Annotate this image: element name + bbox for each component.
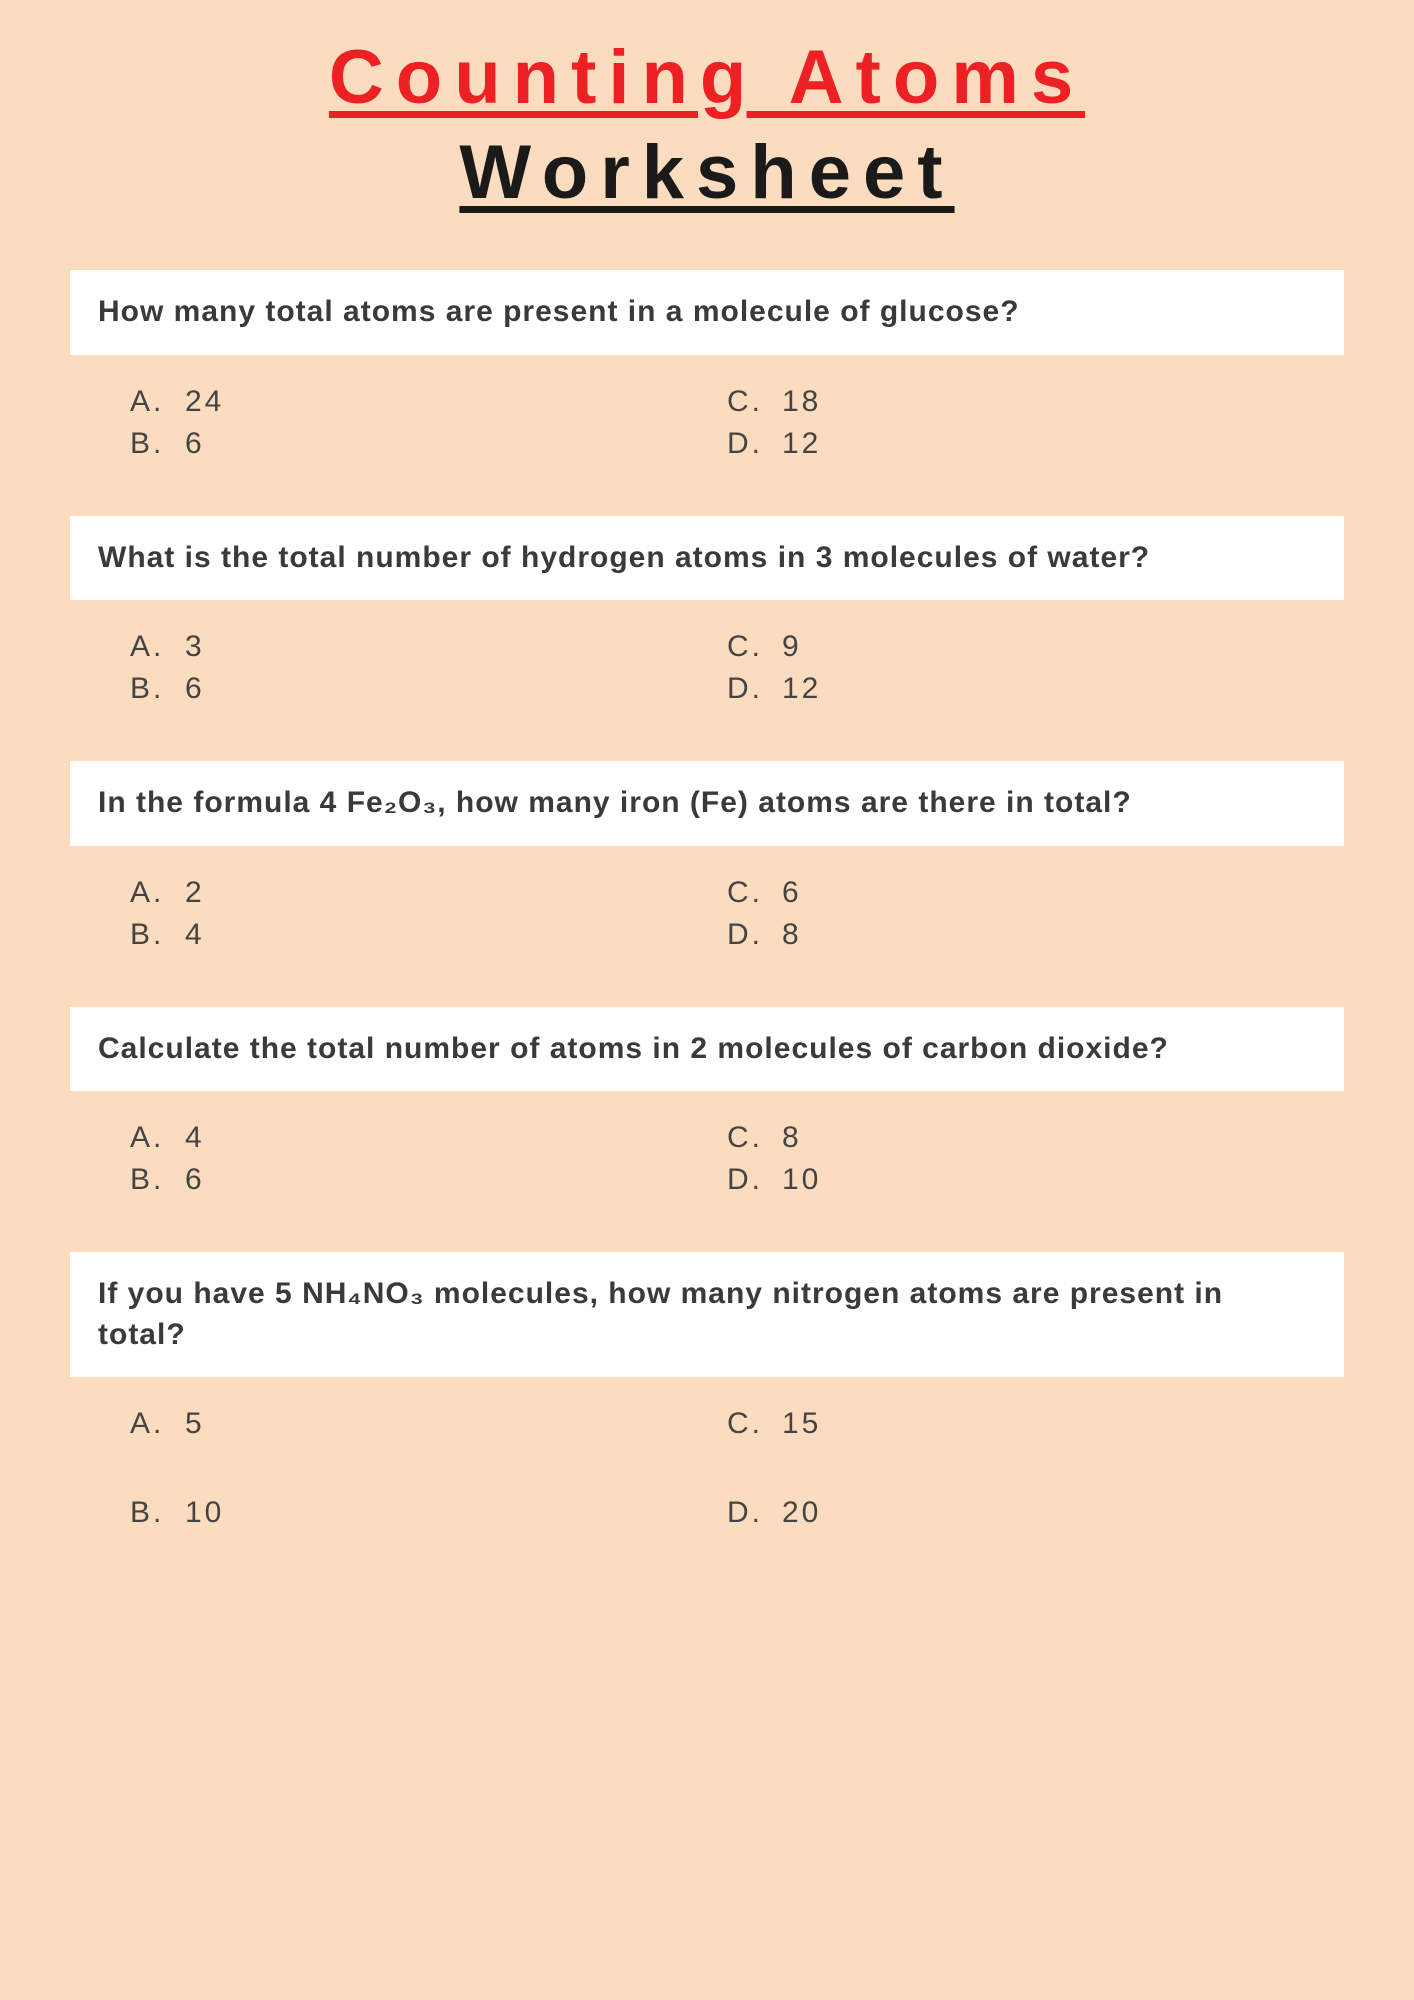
choice-c: C. 6 [727,876,1284,910]
choice-value: 4 [185,1121,205,1155]
choice-value: 12 [782,672,821,706]
choice-b: B. 6 [130,427,687,461]
choice-value: 2 [185,876,205,910]
choice-d: D. 20 [727,1496,1284,1530]
choices: A. 2 C. 6 B. 4 D. 8 [70,846,1344,952]
title-line-1: Counting Atoms [70,30,1344,125]
choice-letter: B. [130,1163,185,1197]
title-line-2: Worksheet [70,125,1344,220]
choice-d: D. 12 [727,427,1284,461]
choice-letter: D. [727,918,782,952]
choice-value: 24 [185,385,224,419]
question-4: Calculate the total number of atoms in 2… [70,1007,1344,1198]
choice-c: C. 8 [727,1121,1284,1155]
choices: A. 5 C. 15 B. 10 D. 20 [70,1377,1344,1530]
choice-letter: A. [130,1121,185,1155]
choice-letter: C. [727,876,782,910]
choice-a: A. 3 [130,630,687,664]
choice-value: 8 [782,1121,802,1155]
question-1: How many total atoms are present in a mo… [70,270,1344,461]
choice-value: 6 [185,672,205,706]
choice-a: A. 4 [130,1121,687,1155]
choice-a: A. 24 [130,385,687,419]
worksheet-title: Counting Atoms Worksheet [70,30,1344,220]
choice-b: B. 10 [130,1496,687,1530]
choice-letter: C. [727,1121,782,1155]
choice-value: 10 [782,1163,821,1197]
choice-value: 20 [782,1496,821,1530]
choice-value: 6 [782,876,802,910]
question-text: In the formula 4 Fe₂O₃, how many iron (F… [70,761,1344,846]
question-2: What is the total number of hydrogen ato… [70,516,1344,707]
choice-letter: D. [727,672,782,706]
choice-letter: A. [130,1407,185,1441]
choice-letter: B. [130,672,185,706]
choice-letter: C. [727,385,782,419]
choice-d: D. 10 [727,1163,1284,1197]
choices: A. 24 C. 18 B. 6 D. 12 [70,355,1344,461]
choice-b: B. 4 [130,918,687,952]
question-text: What is the total number of hydrogen ato… [70,516,1344,601]
question-text: How many total atoms are present in a mo… [70,270,1344,355]
choice-c: C. 15 [727,1407,1284,1441]
choice-letter: A. [130,385,185,419]
choice-letter: D. [727,1163,782,1197]
choice-c: C. 9 [727,630,1284,664]
choice-value: 6 [185,1163,205,1197]
question-5: If you have 5 NH₄NO₃ molecules, how many… [70,1252,1344,1530]
choice-value: 5 [185,1407,205,1441]
choices: A. 4 C. 8 B. 6 D. 10 [70,1091,1344,1197]
choice-value: 4 [185,918,205,952]
choice-value: 9 [782,630,802,664]
choice-d: D. 12 [727,672,1284,706]
choice-letter: A. [130,876,185,910]
choice-letter: D. [727,1496,782,1530]
choice-a: A. 5 [130,1407,687,1441]
choice-letter: B. [130,1496,185,1530]
choice-value: 18 [782,385,821,419]
choice-value: 10 [185,1496,224,1530]
question-text: Calculate the total number of atoms in 2… [70,1007,1344,1092]
choice-b: B. 6 [130,1163,687,1197]
choice-letter: D. [727,427,782,461]
choice-letter: B. [130,427,185,461]
choice-value: 15 [782,1407,821,1441]
choice-value: 3 [185,630,205,664]
choice-d: D. 8 [727,918,1284,952]
choice-value: 12 [782,427,821,461]
choices: A. 3 C. 9 B. 6 D. 12 [70,600,1344,706]
choice-value: 6 [185,427,205,461]
choice-value: 8 [782,918,802,952]
question-text: If you have 5 NH₄NO₃ molecules, how many… [70,1252,1344,1377]
choice-letter: C. [727,630,782,664]
question-3: In the formula 4 Fe₂O₃, how many iron (F… [70,761,1344,952]
choice-c: C. 18 [727,385,1284,419]
choice-letter: C. [727,1407,782,1441]
choice-b: B. 6 [130,672,687,706]
choice-letter: B. [130,918,185,952]
choice-a: A. 2 [130,876,687,910]
choice-letter: A. [130,630,185,664]
